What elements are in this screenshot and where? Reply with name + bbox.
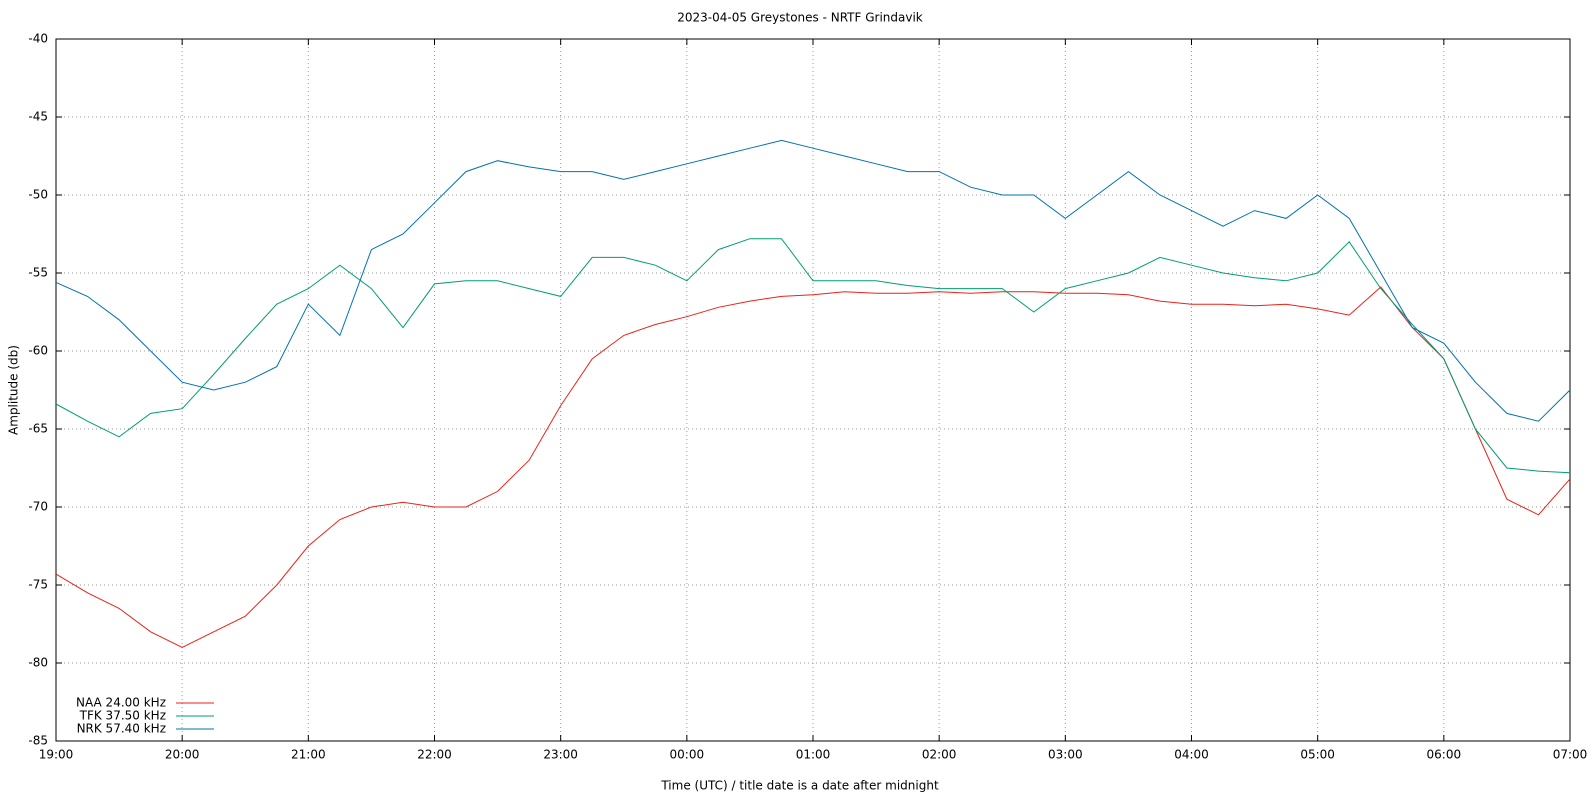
y-tick-label: -85: [28, 734, 48, 748]
x-tick-label: 03:00: [1048, 748, 1083, 762]
legend-label: NAA 24.00 kHz: [76, 696, 166, 710]
chart-title: 2023-04-05 Greystones - NRTF Grindavik: [677, 11, 923, 25]
x-axis-label: Time (UTC) / title date is a date after …: [660, 779, 939, 793]
series-line: [55, 286, 1571, 648]
y-tick-label: -40: [28, 32, 48, 46]
series-line: [55, 238, 1571, 474]
x-tick-label: 02:00: [922, 748, 957, 762]
x-tick-label: 20:00: [165, 748, 200, 762]
x-tick-label: 00:00: [670, 748, 705, 762]
x-tick-label: 04:00: [1174, 748, 1209, 762]
legend-label: TFK 37.50 kHz: [79, 709, 166, 723]
series-line: [55, 139, 1571, 422]
y-tick-label: -70: [28, 500, 48, 514]
y-tick-label: -60: [28, 344, 48, 358]
legend-label: NRK 57.40 kHz: [77, 722, 166, 736]
x-tick-label: 06:00: [1427, 748, 1462, 762]
y-tick-label: -75: [28, 578, 48, 592]
x-tick-label: 21:00: [291, 748, 326, 762]
x-tick-label: 05:00: [1300, 748, 1335, 762]
x-tick-label: 01:00: [796, 748, 831, 762]
y-tick-label: -45: [28, 110, 48, 124]
x-tick-label: 19:00: [39, 748, 74, 762]
y-tick-label: -55: [28, 266, 48, 280]
y-tick-label: -50: [28, 188, 48, 202]
y-tick-label: -65: [28, 422, 48, 436]
y-axis-label: Amplitude (db): [7, 345, 21, 435]
y-tick-label: -80: [28, 656, 48, 670]
x-tick-label: 07:00: [1553, 748, 1588, 762]
x-tick-label: 22:00: [417, 748, 452, 762]
x-tick-label: 23:00: [543, 748, 578, 762]
